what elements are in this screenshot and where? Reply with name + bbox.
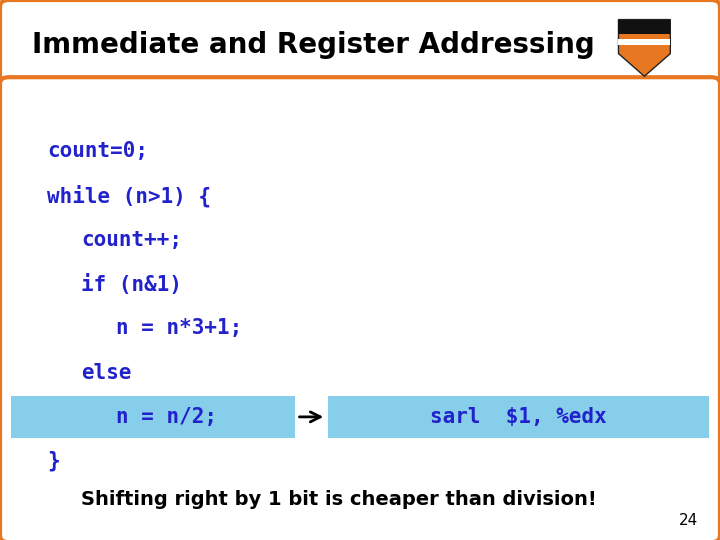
Text: if (n&1): if (n&1) [81, 274, 182, 294]
Polygon shape [618, 19, 670, 76]
Text: n = n*3+1;: n = n*3+1; [116, 318, 242, 339]
Text: while (n>1) {: while (n>1) { [47, 184, 211, 207]
Polygon shape [618, 39, 670, 45]
Text: }: } [47, 451, 60, 471]
Text: count++;: count++; [81, 230, 182, 250]
Text: Shifting right by 1 bit is cheaper than division!: Shifting right by 1 bit is cheaper than … [81, 490, 596, 509]
Text: count=0;: count=0; [47, 141, 148, 161]
Bar [328, 396, 709, 438]
FancyBboxPatch shape [0, 77, 720, 540]
Polygon shape [618, 19, 670, 33]
FancyBboxPatch shape [0, 0, 720, 90]
Text: else: else [81, 362, 132, 383]
Text: 24: 24 [679, 513, 698, 528]
Text: n = n/2;: n = n/2; [116, 407, 217, 427]
Text: sarl  $1, %edx: sarl $1, %edx [430, 407, 607, 427]
Bar [11, 396, 295, 438]
Text: Immediate and Register Addressing: Immediate and Register Addressing [32, 31, 595, 59]
